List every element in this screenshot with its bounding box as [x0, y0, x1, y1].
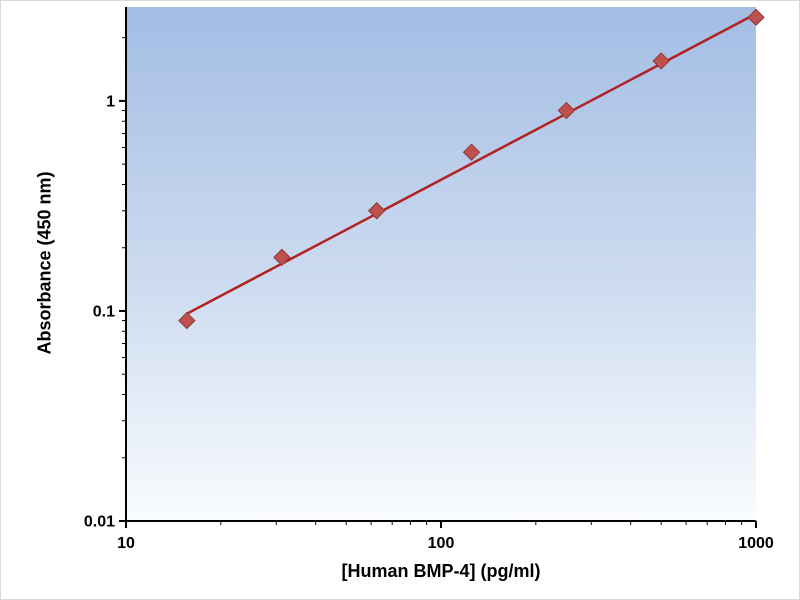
data-series — [178, 8, 765, 330]
tick-labels: 10 100 1000 0.01 0.1 1 — [84, 93, 774, 552]
y-tick-label: 0.01 — [84, 514, 115, 531]
data-point-diamond — [652, 52, 670, 70]
y-tick-label: 1 — [106, 93, 115, 110]
x-tick-label: 1000 — [738, 535, 774, 552]
x-axis-title: [Human BMP-4] (pg/ml) — [341, 561, 541, 581]
data-point-diamond — [462, 143, 481, 161]
axes — [119, 7, 757, 528]
plot-area — [126, 7, 756, 521]
x-tick-label: 10 — [117, 535, 135, 552]
data-point-diamond — [557, 101, 576, 120]
data-point-diamond — [367, 202, 386, 220]
y-tick-label: 0.1 — [93, 303, 115, 320]
y-axis-title: Absorbance (450 nm) — [34, 171, 55, 355]
x-tick-label: 100 — [428, 535, 455, 552]
data-point-diamond — [178, 311, 196, 330]
data-point-diamond — [747, 8, 765, 27]
data-point-diamond — [273, 248, 291, 267]
